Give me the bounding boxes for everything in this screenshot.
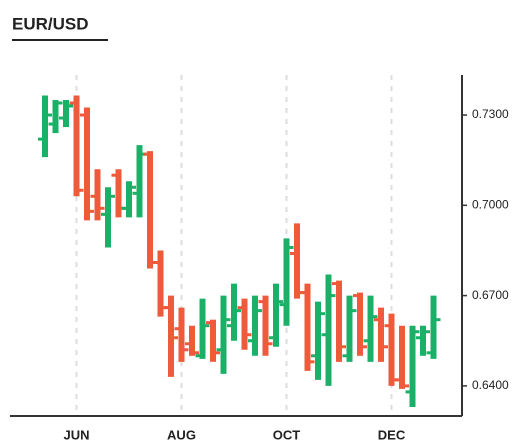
x-tick-label: JUN [63, 427, 89, 442]
y-tick-label: 0.7000 [472, 197, 509, 211]
y-tick-label: 0.7300 [472, 107, 509, 121]
x-tick-label: DEC [378, 427, 406, 442]
y-tick-label: 0.6700 [472, 288, 509, 302]
x-tick-label: AUG [167, 427, 196, 442]
chart-title: EUR/USD [12, 14, 89, 33]
y-tick-label: 0.6400 [472, 378, 509, 392]
x-tick-label: OCT [273, 427, 301, 442]
